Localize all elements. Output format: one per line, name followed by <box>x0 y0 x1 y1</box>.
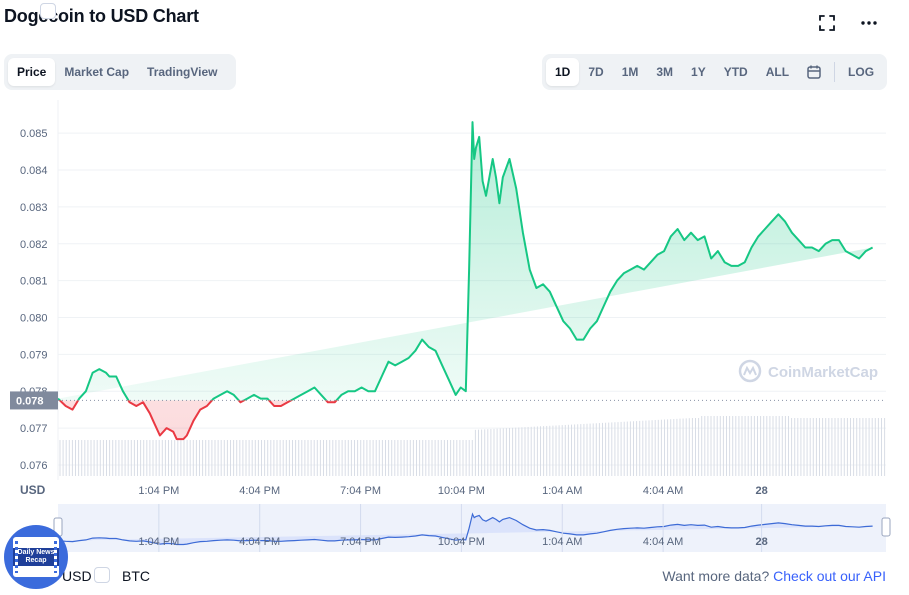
navigator-area <box>58 514 873 545</box>
chart-title: Dogecoin to USD Chart <box>4 6 199 26</box>
navigator-tick-label: 4:04 PM <box>239 536 280 548</box>
tab-tradingview[interactable]: TradingView <box>147 65 218 79</box>
y-tick-label: 0.085 <box>20 128 48 140</box>
y-axis-ticks: 0.0760.0770.0780.0790.0800.0810.0820.083… <box>20 128 48 472</box>
price-area-down <box>59 400 337 440</box>
baseline: 0.078 <box>10 391 886 410</box>
x-tick-label: 28 <box>755 485 767 497</box>
range-divider <box>834 62 836 82</box>
range-3m[interactable]: 3M <box>656 65 674 79</box>
usd-checkbox[interactable] <box>40 3 56 19</box>
volume-bars <box>59 416 886 476</box>
x-tick-label: 1:04 AM <box>542 485 582 497</box>
y-tick-label: 0.080 <box>20 312 48 324</box>
range-1d[interactable]: 1D <box>546 58 580 86</box>
navigator-handle[interactable] <box>881 517 891 537</box>
y-tick-label: 0.076 <box>20 460 48 472</box>
navigator-tick-label: 1:04 PM <box>138 536 179 548</box>
btc-checkbox[interactable] <box>94 567 110 583</box>
price-line-up <box>57 121 874 401</box>
api-promo-text: Want more data? <box>662 568 770 584</box>
y-tick-label: 0.083 <box>20 202 48 214</box>
baseline-label-bg <box>10 391 58 410</box>
tab-price[interactable]: Price <box>8 58 56 86</box>
y-tick-label: 0.081 <box>20 276 48 288</box>
price-area-up <box>58 122 873 401</box>
fullscreen-icon[interactable] <box>816 12 838 34</box>
daily-news-recap-badge[interactable]: Daily News Recap <box>4 525 68 589</box>
baseline-label: 0.078 <box>16 395 44 407</box>
x-tick-label: 7:04 PM <box>340 485 381 497</box>
price-chart[interactable]: 0.076 0.077 0.078 0.079 0.080 0.081 0.082 0.083… <box>0 100 909 560</box>
x-tick-label: 10:04 PM <box>438 485 485 497</box>
badge-film-icon: Daily News Recap <box>13 537 59 577</box>
x-axis-ticks: 1:04 PM 4:04 PM 7:04 PM 10:04 PM 1:04 AM 4:04… <box>138 485 767 497</box>
more-icon[interactable] <box>858 12 880 34</box>
price-line-down <box>58 400 338 441</box>
navigator-line <box>57 512 873 546</box>
currency-label: USD <box>20 483 46 497</box>
calendar-icon[interactable] <box>798 58 830 86</box>
log-scale-button[interactable]: LOG <box>848 65 875 79</box>
badge-text: Daily News Recap <box>13 548 59 566</box>
range-tabs: 1D 7D 1M 3M 1Y YTD ALL LOG <box>542 54 887 90</box>
navigator-tick-label: 10:04 PM <box>438 536 485 548</box>
range-1y[interactable]: 1Y <box>691 65 706 79</box>
y-tick-label: 0.077 <box>20 423 48 435</box>
x-tick-label: 4:04 AM <box>643 485 683 497</box>
usd-checkbox-label: USD <box>62 568 92 584</box>
range-ytd[interactable]: YTD <box>723 65 748 79</box>
btc-checkbox-label: BTC <box>122 568 150 584</box>
range-1m[interactable]: 1M <box>621 65 639 79</box>
view-tabs: Price Market Cap TradingView <box>4 54 236 90</box>
navigator[interactable]: 1:04 PM 4:04 PM 7:04 PM 10:04 PM 1:04 AM 4:04… <box>53 504 891 552</box>
x-tick-label: 4:04 PM <box>239 485 280 497</box>
api-promo: Want more data? Check out our API <box>662 568 886 584</box>
api-link[interactable]: Check out our API <box>773 568 886 584</box>
navigator-tick-label: 28 <box>755 536 767 548</box>
price-series <box>57 121 874 441</box>
navigator-tick-label: 1:04 AM <box>542 536 582 548</box>
tab-market-cap[interactable]: Market Cap <box>64 65 130 79</box>
navigator-tick-label: 4:04 AM <box>643 536 683 548</box>
y-tick-label: 0.082 <box>20 239 48 251</box>
navigator-tick-label: 7:04 PM <box>340 536 381 548</box>
coinmarketcap-watermark: CoinMarketCap <box>738 359 878 383</box>
x-tick-label: 1:04 PM <box>138 485 179 497</box>
y-tick-label: 0.079 <box>20 349 48 361</box>
svg-text:CoinMarketCap: CoinMarketCap <box>768 364 878 381</box>
range-all[interactable]: ALL <box>765 65 790 79</box>
range-7d[interactable]: 7D <box>588 65 604 79</box>
y-tick-label: 0.084 <box>20 165 48 177</box>
